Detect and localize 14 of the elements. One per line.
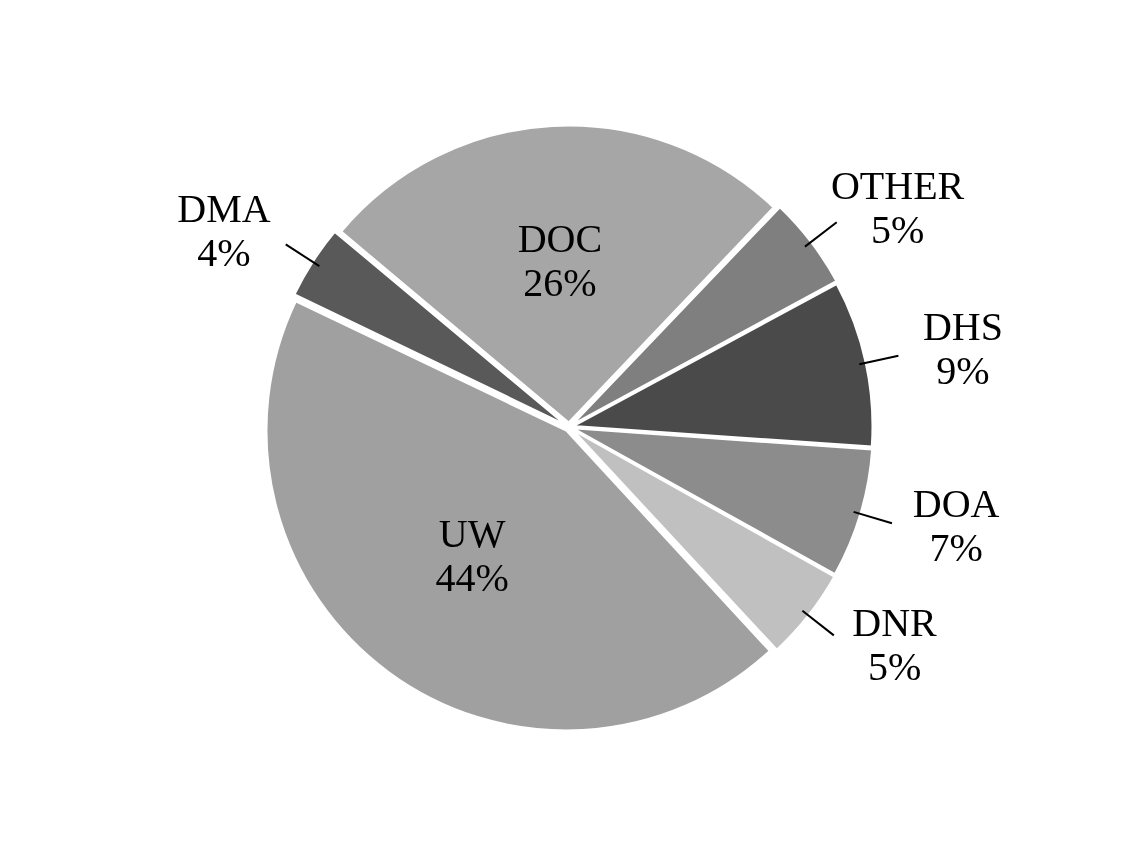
data-label: 5% xyxy=(867,644,922,690)
slice-label: DOA xyxy=(912,481,1000,527)
slice-label: DOC xyxy=(517,216,603,262)
data-label: 26% xyxy=(523,260,597,306)
data-label: 44% xyxy=(435,554,509,600)
data-label: 9% xyxy=(936,348,990,394)
slice-label: DHS xyxy=(922,304,1003,350)
slice-label: DMA xyxy=(177,186,271,232)
data-label: 4% xyxy=(197,230,251,276)
slice-label: DNR xyxy=(852,600,938,646)
slice-label: OTHER xyxy=(830,162,965,208)
data-label: 7% xyxy=(929,525,983,571)
data-label: 5% xyxy=(870,206,925,252)
slice-label: UW xyxy=(438,510,506,556)
